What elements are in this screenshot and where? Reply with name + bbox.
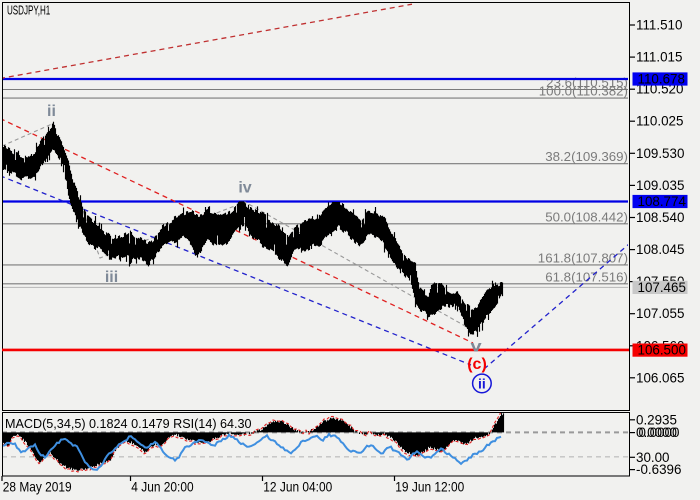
svg-text:28 May 2019: 28 May 2019 — [3, 480, 72, 495]
svg-text:0.2935: 0.2935 — [636, 412, 677, 427]
svg-text:4 Jun 20:00: 4 Jun 20:00 — [131, 480, 193, 495]
svg-text:110.025: 110.025 — [636, 114, 683, 129]
svg-text:161.8(107.807): 161.8(107.807) — [538, 250, 628, 265]
svg-text:0.0000: 0.0000 — [636, 425, 677, 440]
svg-text:110.678: 110.678 — [638, 72, 685, 87]
svg-text:106.065: 106.065 — [636, 370, 684, 385]
svg-text:61.8(107.516): 61.8(107.516) — [545, 269, 628, 284]
svg-text:50.0(108.442): 50.0(108.442) — [545, 209, 628, 224]
svg-text:111.510: 111.510 — [636, 18, 682, 33]
svg-text:ii: ii — [47, 103, 56, 120]
svg-text:109.530: 109.530 — [636, 146, 684, 161]
svg-text:-0.6396: -0.6396 — [636, 462, 681, 477]
svg-text:ii: ii — [478, 376, 486, 392]
svg-text:(c): (c) — [467, 356, 487, 373]
svg-text:100.0(110.382): 100.0(110.382) — [539, 84, 628, 99]
svg-text:109.035: 109.035 — [636, 178, 684, 193]
svg-text:iv: iv — [238, 180, 251, 197]
svg-text:108.045: 108.045 — [636, 242, 684, 257]
svg-text:12 Jun 04:00: 12 Jun 04:00 — [263, 480, 332, 495]
svg-text:0.0000: 0.0000 — [639, 425, 680, 440]
svg-text:111.015: 111.015 — [636, 50, 682, 65]
svg-text:30.00: 30.00 — [636, 450, 670, 465]
svg-text:MACD(5,34,5) 0.1824 0.1479 RSI: MACD(5,34,5) 0.1824 0.1479 RSI(14) 64.30 — [5, 416, 252, 431]
svg-text:v: v — [470, 337, 481, 355]
svg-text:107.055: 107.055 — [636, 306, 684, 321]
svg-text:38.2(109.369): 38.2(109.369) — [545, 149, 628, 164]
svg-text:107.465: 107.465 — [638, 280, 686, 295]
svg-text:106.500: 106.500 — [638, 343, 686, 358]
svg-text:19 Jun 12:00: 19 Jun 12:00 — [395, 480, 464, 495]
svg-text:108.540: 108.540 — [636, 210, 684, 225]
svg-text:USDJPY,H1: USDJPY,H1 — [7, 4, 50, 18]
svg-text:iii: iii — [105, 269, 118, 286]
svg-text:108.774: 108.774 — [638, 194, 687, 209]
